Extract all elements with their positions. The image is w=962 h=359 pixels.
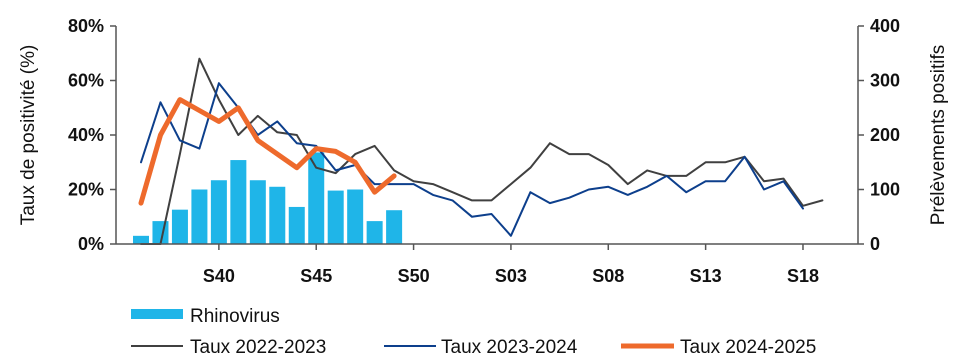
bar-rhinovirus: [230, 160, 247, 244]
y-right-tick-label: 300: [870, 71, 900, 91]
legend-swatch-rhinovirus: [131, 309, 183, 319]
y-left-tick-label: 20%: [68, 180, 104, 200]
x-tick-label: S08: [592, 266, 624, 286]
y-left-tick-label: 0%: [78, 234, 104, 254]
line-taux-2022-2023: [140, 57, 824, 245]
bar-rhinovirus: [269, 186, 286, 244]
bar-rhinovirus: [191, 189, 208, 244]
legend-line-2022-2023-label: Taux 2022-2023: [190, 337, 326, 358]
x-tick-label: S13: [690, 266, 722, 286]
x-tick-label: S45: [300, 266, 332, 286]
line-taux-2024-2025: [138, 97, 397, 206]
y-right-tick-label: 400: [870, 16, 900, 36]
bar-rhinovirus: [171, 209, 188, 244]
x-tick-label: S18: [787, 266, 819, 286]
bar-rhinovirus: [366, 221, 383, 244]
x-tick-label: S03: [495, 266, 527, 286]
y-left-tick-label: 40%: [68, 125, 104, 145]
bar-rhinovirus: [249, 180, 266, 244]
bar-rhinovirus: [347, 189, 364, 244]
x-tick-label: S50: [398, 266, 430, 286]
y-right-tick-label: 200: [870, 125, 900, 145]
bar-rhinovirus: [288, 206, 305, 244]
y-left-axis-title: Taux de positivité (%): [18, 45, 39, 226]
y-right-tick-label: 100: [870, 180, 900, 200]
bar-rhinovirus: [327, 190, 344, 244]
x-tick-label: S40: [203, 266, 235, 286]
y-left-tick-label: 60%: [68, 71, 104, 91]
y-left-tick-label: 80%: [68, 16, 104, 36]
bar-rhinovirus: [386, 210, 403, 244]
bar-rhinovirus: [308, 152, 325, 244]
y-right-axis-title: Prélèvements positifs: [928, 45, 949, 226]
legend-line-2024-2025-label: Taux 2024-2025: [680, 337, 816, 358]
bar-rhinovirus: [210, 180, 227, 244]
legend-label-rhinovirus: Rhinovirus: [190, 306, 280, 327]
y-right-tick-label: 0: [870, 234, 880, 254]
bar-rhinovirus: [133, 235, 149, 244]
legend-line-2023-2024-label: Taux 2023-2024: [441, 337, 578, 358]
